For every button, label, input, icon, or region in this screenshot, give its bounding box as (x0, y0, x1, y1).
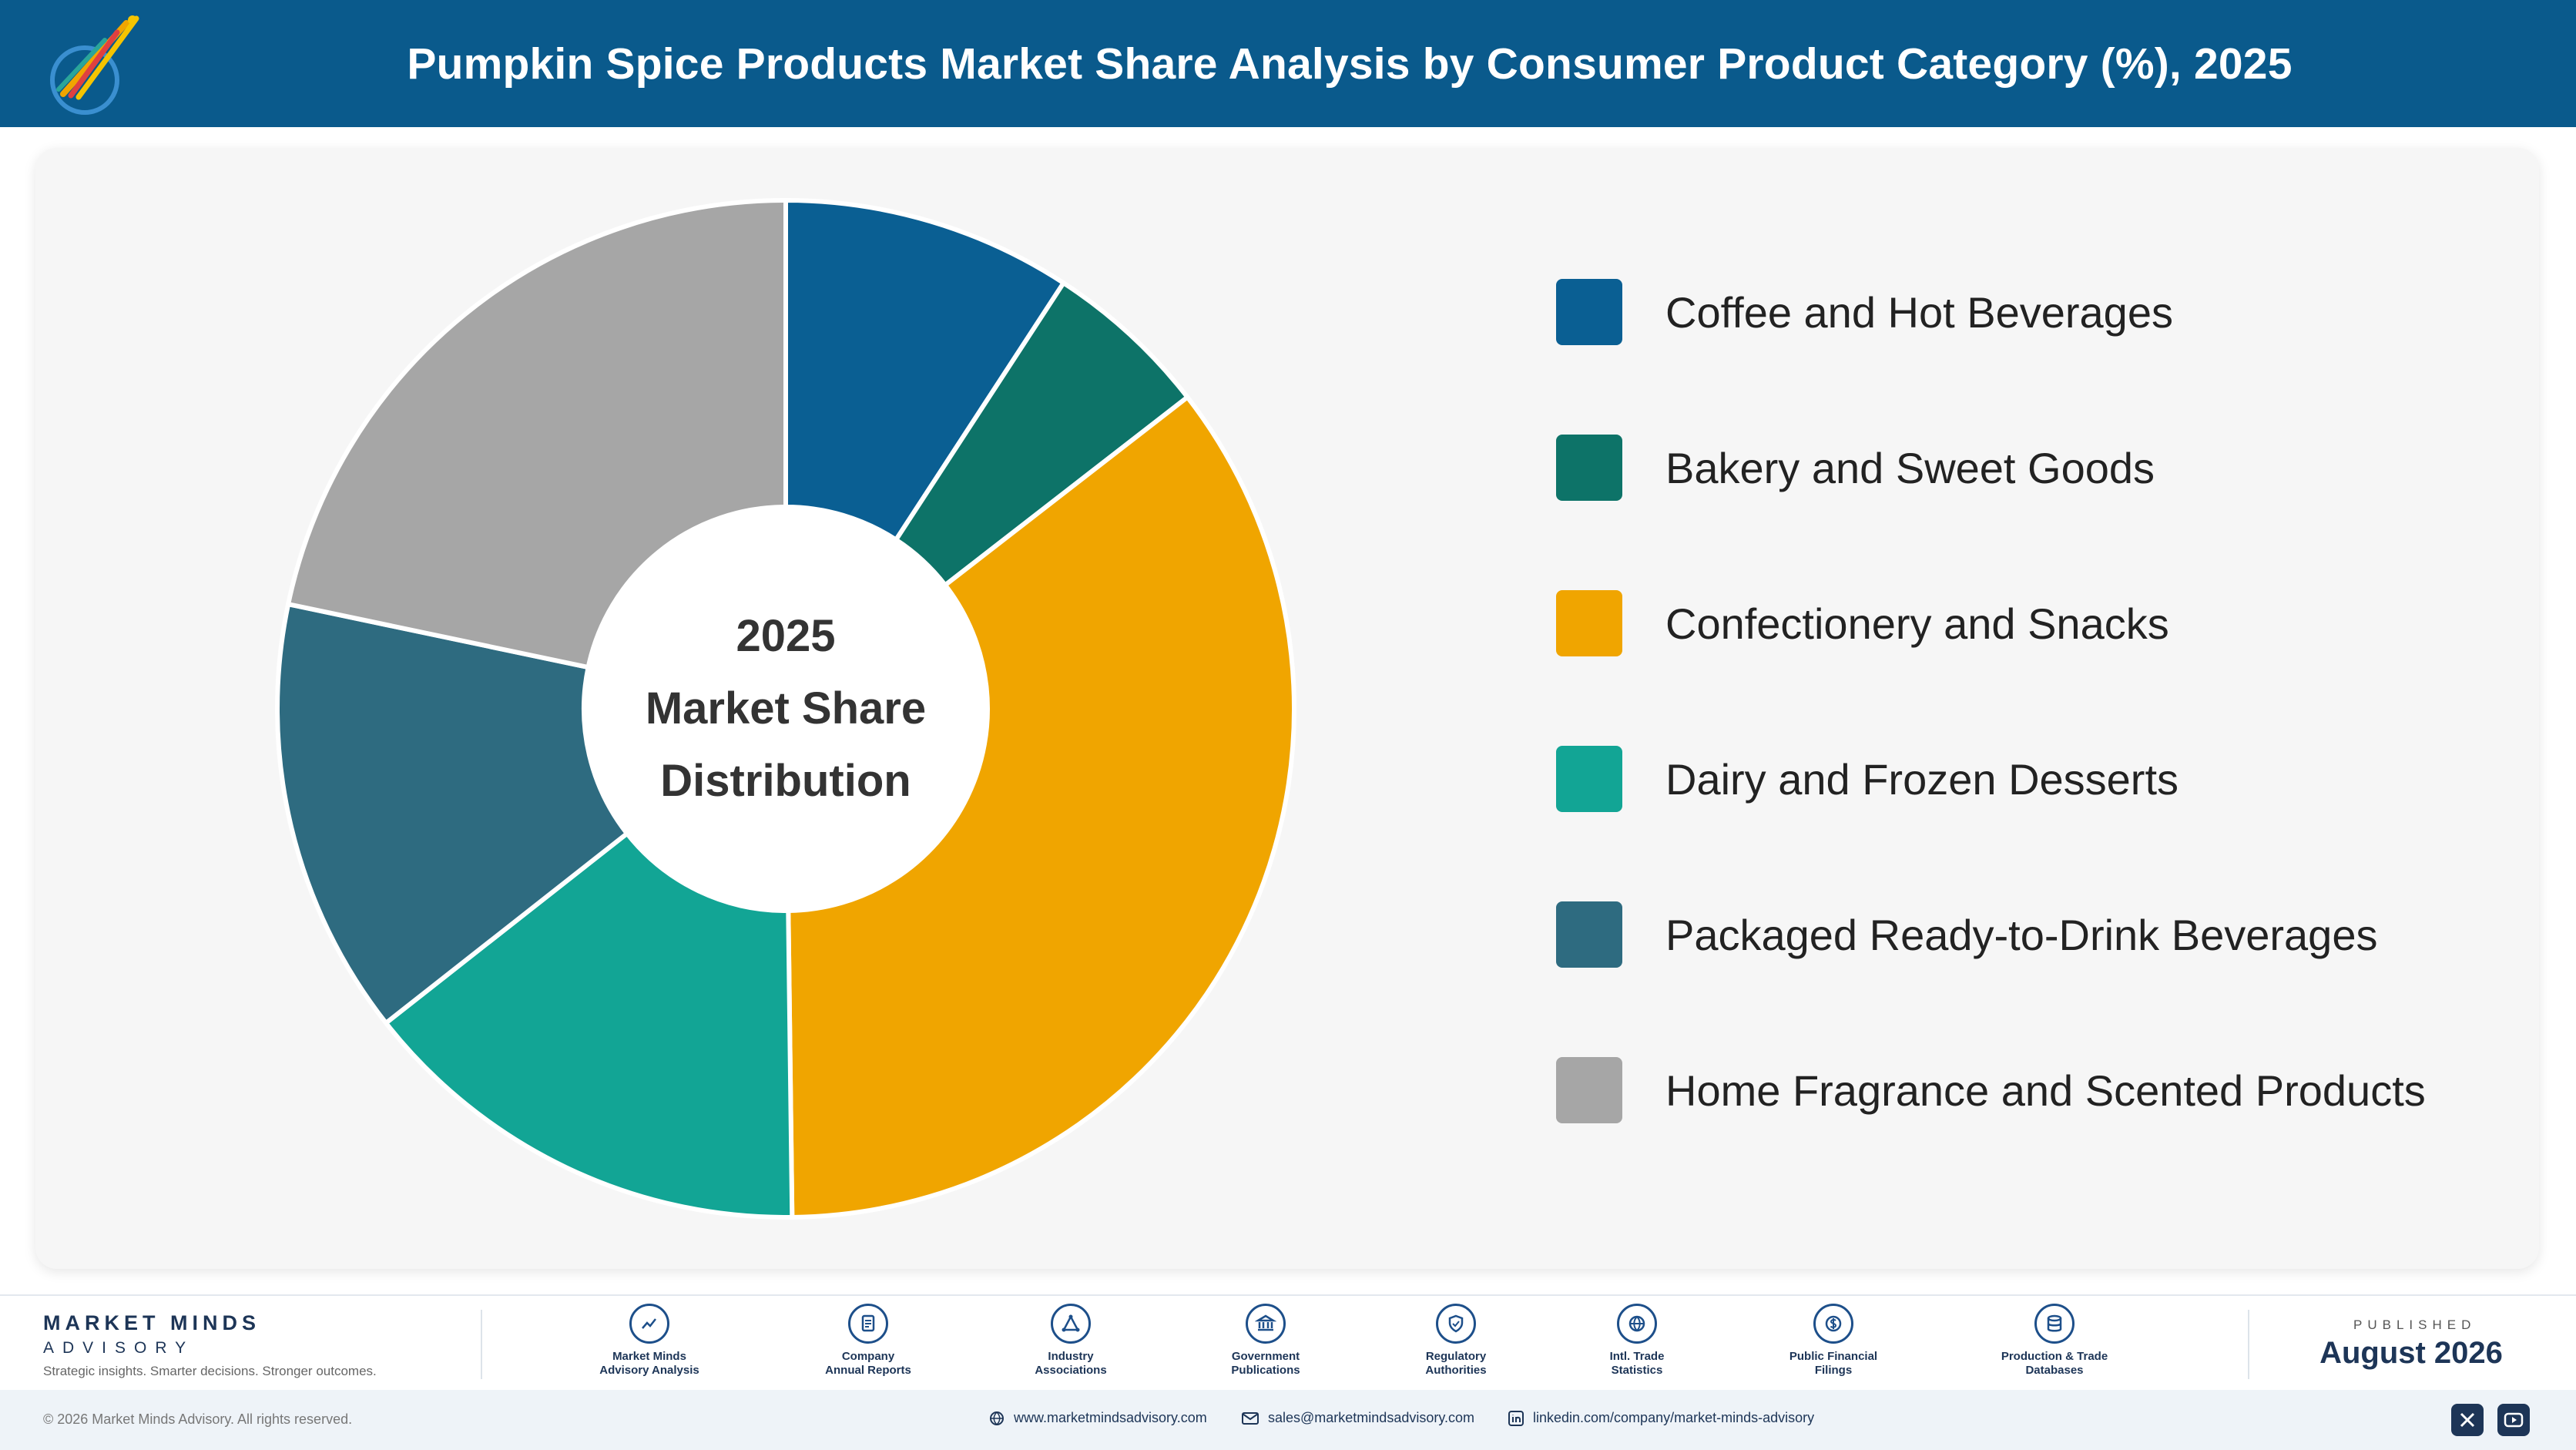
trend-icon (629, 1304, 669, 1344)
legend-item: Confectionery and Snacks (1556, 589, 2519, 658)
source-item: Industry Associations (986, 1304, 1156, 1378)
donut-center-label: 2025 Market Share Distribution (585, 609, 986, 809)
source-item: Government Publications (1181, 1304, 1350, 1378)
center-label-line3: Distribution (660, 756, 911, 806)
legend-item: Packaged Ready-to-Drink Beverages (1556, 900, 2519, 969)
source-label-line1: Regulatory (1425, 1350, 1487, 1363)
source-label-line2: Annual Reports (825, 1364, 911, 1377)
footer-divider (481, 1310, 482, 1379)
published-label: PUBLISHED (2353, 1317, 2477, 1332)
legend-swatch (1556, 435, 1622, 501)
source-label-line1: Government (1231, 1350, 1300, 1363)
source-label-line2: Authorities (1425, 1364, 1487, 1377)
footer-divider (2248, 1310, 2249, 1379)
document-icon (848, 1304, 888, 1344)
email-text: sales@marketmindsadvisory.com (1268, 1410, 1475, 1425)
source-label-line2: Advisory Analysis (599, 1364, 699, 1377)
mail-icon (1242, 1411, 1259, 1425)
legend-swatch (1556, 746, 1622, 812)
source-label: Industry Associations (986, 1350, 1156, 1378)
linkedin-link[interactable]: linkedin.com/company/market-minds-adviso… (1508, 1410, 1814, 1426)
source-item: Intl. Trade Statistics (1552, 1304, 1722, 1378)
bottom-bar: © 2026 Market Minds Advisory. All rights… (0, 1390, 2576, 1450)
pie-slice-coffee-and-hot-beverages (783, 197, 1067, 543)
footer: MARKET MINDS ADVISORY Strategic insights… (0, 1294, 2576, 1390)
linkedin-icon (1508, 1410, 1524, 1426)
source-label-line1: Production & Trade (2001, 1350, 2108, 1363)
legend-label: Bakery and Sweet Goods (1665, 443, 2155, 492)
youtube-icon[interactable] (2497, 1404, 2530, 1436)
donut-hole (584, 507, 988, 911)
legend-swatch (1556, 279, 1622, 345)
dollar-icon (1813, 1304, 1853, 1344)
brand-name: MARKET MINDS (43, 1311, 260, 1334)
source-label: Regulatory Authorities (1371, 1350, 1541, 1378)
source-label: Company Annual Reports (783, 1350, 953, 1378)
source-label-line2: Publications (1231, 1364, 1300, 1377)
legend-label: Home Fragrance and Scented Products (1665, 1066, 2426, 1115)
globe-icon (990, 1411, 1004, 1425)
brand-tagline: Strategic insights. Smarter decisions. S… (43, 1364, 377, 1378)
legend-label: Dairy and Frozen Desserts (1665, 754, 2179, 804)
government-icon (1246, 1304, 1286, 1344)
source-label-line2: Associations (1035, 1364, 1107, 1377)
shield-icon (1436, 1304, 1476, 1344)
website-link[interactable]: www.marketmindsadvisory.com (989, 1410, 1207, 1426)
source-label: Intl. Trade Statistics (1552, 1350, 1722, 1378)
globe-icon (1617, 1304, 1657, 1344)
center-label-line2: Market Share (645, 683, 927, 733)
copyright-text: © 2026 Market Minds Advisory. All rights… (43, 1411, 353, 1427)
legend-swatch (1556, 590, 1622, 656)
legend-item: Bakery and Sweet Goods (1556, 433, 2519, 502)
source-item: Public Financial Filings (1749, 1304, 1918, 1378)
center-label-year: 2025 (736, 611, 836, 661)
header-bar: Pumpkin Spice Products Market Share Anal… (0, 0, 2576, 127)
source-label-line1: Industry (1048, 1350, 1094, 1363)
source-label: Government Publications (1181, 1350, 1350, 1378)
legend-label: Coffee and Hot Beverages (1665, 287, 2173, 337)
legend-item: Dairy and Frozen Desserts (1556, 744, 2519, 814)
source-label-line1: Public Financial (1789, 1350, 1878, 1363)
source-label-line1: Intl. Trade (1609, 1350, 1665, 1363)
legend-swatch (1556, 1057, 1622, 1123)
brand-subtitle: ADVISORY (43, 1339, 195, 1357)
source-label-line1: Market Minds (612, 1350, 686, 1363)
source-label-line1: Company (841, 1350, 895, 1363)
legend-label: Packaged Ready-to-Drink Beverages (1665, 910, 2378, 959)
email-link[interactable]: sales@marketmindsadvisory.com (1242, 1410, 1474, 1426)
source-label-line2: Databases (2025, 1364, 2084, 1377)
linkedin-text: linkedin.com/company/market-minds-adviso… (1533, 1410, 1815, 1425)
donut-chart (277, 197, 1294, 1217)
source-label-line2: Filings (1814, 1364, 1853, 1377)
source-item: Regulatory Authorities (1371, 1304, 1541, 1378)
database-icon (2034, 1304, 2075, 1344)
source-item: Market Minds Advisory Analysis (565, 1304, 734, 1378)
source-label: Market Minds Advisory Analysis (565, 1350, 734, 1378)
source-label: Public Financial Filings (1749, 1350, 1918, 1378)
network-icon (1051, 1304, 1091, 1344)
x-icon[interactable] (2451, 1404, 2484, 1436)
legend-item: Coffee and Hot Beverages (1556, 277, 2519, 347)
market-minds-logo (50, 15, 139, 115)
legend-swatch (1556, 901, 1622, 968)
source-item: Production & Trade Databases (1970, 1304, 2139, 1378)
legend-label: Confectionery and Snacks (1665, 599, 2169, 648)
source-label-line2: Statistics (1611, 1364, 1663, 1377)
page-title: Pumpkin Spice Products Market Share Anal… (407, 39, 2293, 89)
source-item: Company Annual Reports (783, 1304, 953, 1378)
published-date: August 2026 (2319, 1336, 2503, 1370)
legend-item: Home Fragrance and Scented Products (1556, 1056, 2519, 1125)
website-text: www.marketmindsadvisory.com (1014, 1410, 1207, 1425)
source-label: Production & Trade Databases (1970, 1350, 2139, 1378)
